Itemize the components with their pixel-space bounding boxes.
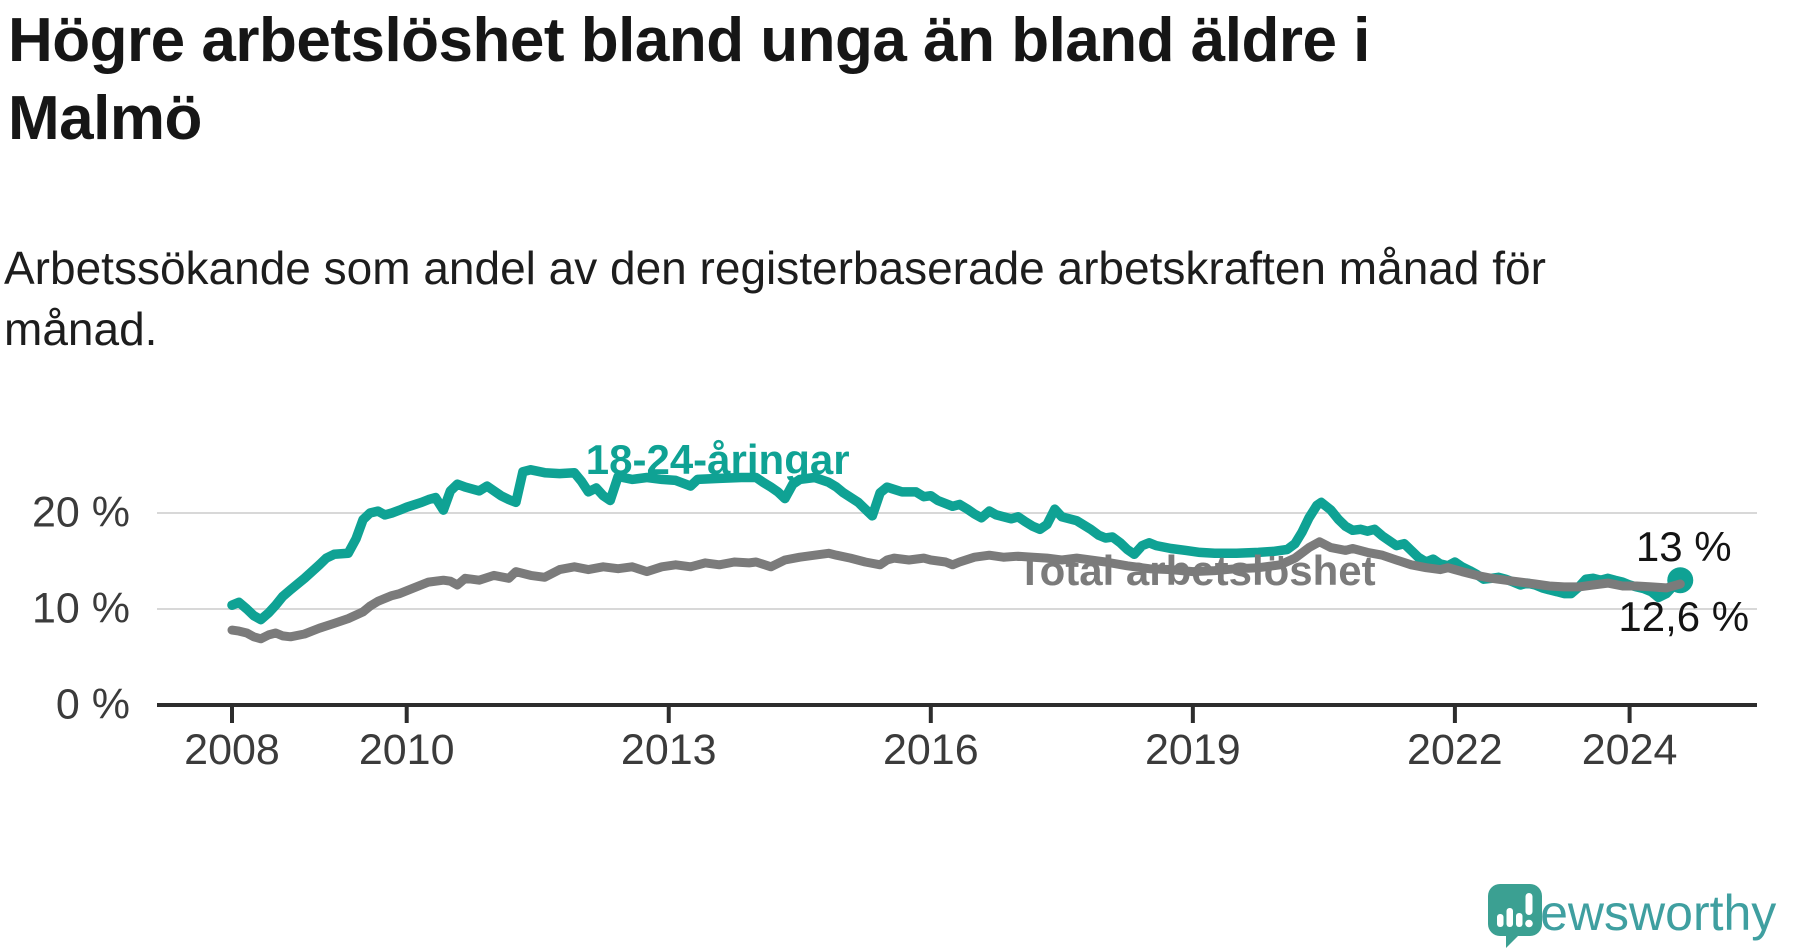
x-tick-label-2024: 2024 bbox=[1581, 726, 1678, 774]
newsworthy-logo: Newsworthy bbox=[1488, 884, 1777, 948]
x-tick-label-2008: 2008 bbox=[184, 726, 280, 774]
chart-subtitle-line1: Arbetssökande som andel av den registerb… bbox=[4, 242, 1546, 294]
series-end-value-18-24-ringar: 13 % bbox=[1635, 522, 1732, 570]
newsworthy-logo-icon bbox=[1488, 884, 1542, 948]
y-tick-label-10: 10 % bbox=[31, 584, 130, 633]
y-tick-label-20: 20 % bbox=[31, 488, 130, 537]
series-label-18-24-ringar: 18-24-åringar bbox=[585, 436, 850, 484]
x-tick-label-2016: 2016 bbox=[882, 726, 979, 774]
x-tick-label-2022: 2022 bbox=[1407, 726, 1503, 774]
chart-subtitle: Arbetssökande som andel av den registerb… bbox=[4, 238, 1546, 360]
chart-subtitle-line2: månad. bbox=[4, 303, 158, 355]
series-label-total-arbetsl-shet: Total arbetslöshet bbox=[1017, 546, 1376, 594]
x-tick-label-2010: 2010 bbox=[358, 726, 455, 774]
x-tick-label-2019: 2019 bbox=[1145, 726, 1241, 774]
chart-title-line2: Malmö bbox=[8, 84, 202, 153]
chart-title-line1: Högre arbetslöshet bland unga än bland ä… bbox=[8, 6, 1370, 75]
newsworthy-logo-text: Newsworthy bbox=[1504, 885, 1777, 941]
y-tick-label-0: 0 % bbox=[55, 680, 130, 729]
x-tick-label-2013: 2013 bbox=[620, 726, 717, 774]
series-line-total-arbetsl-shet bbox=[227, 537, 1685, 644]
series-line-18-24-ringar bbox=[227, 465, 1686, 625]
series-end-value-total-arbetsl-shet: 12,6 % bbox=[1618, 592, 1750, 640]
chart-title: Högre arbetslöshet bland unga än bland ä… bbox=[8, 2, 1370, 158]
